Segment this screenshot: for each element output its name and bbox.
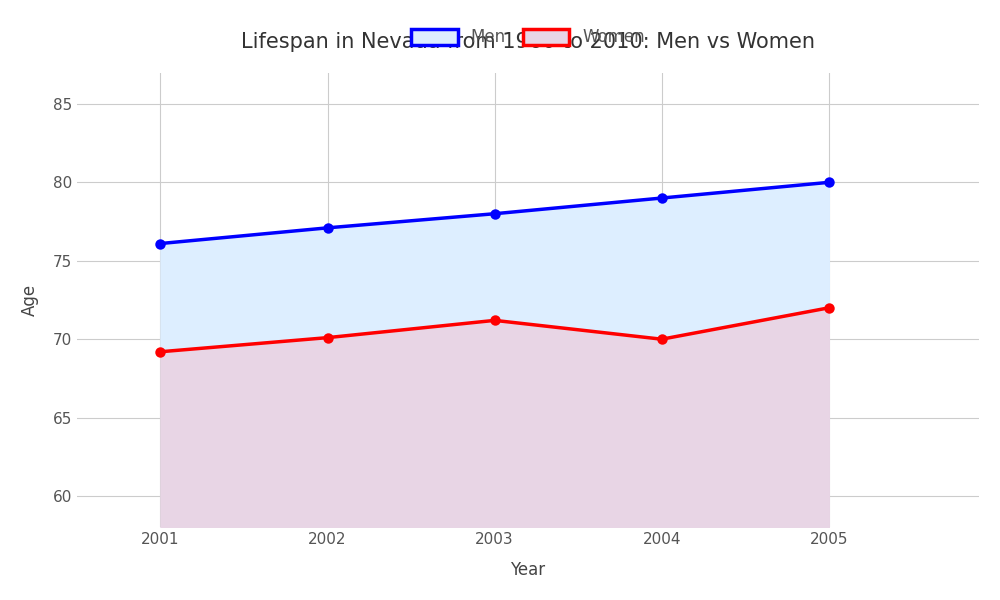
- Title: Lifespan in Nevada from 1960 to 2010: Men vs Women: Lifespan in Nevada from 1960 to 2010: Me…: [241, 32, 815, 52]
- Legend: Men, Women: Men, Women: [404, 22, 652, 53]
- Y-axis label: Age: Age: [21, 284, 39, 316]
- X-axis label: Year: Year: [511, 561, 546, 579]
